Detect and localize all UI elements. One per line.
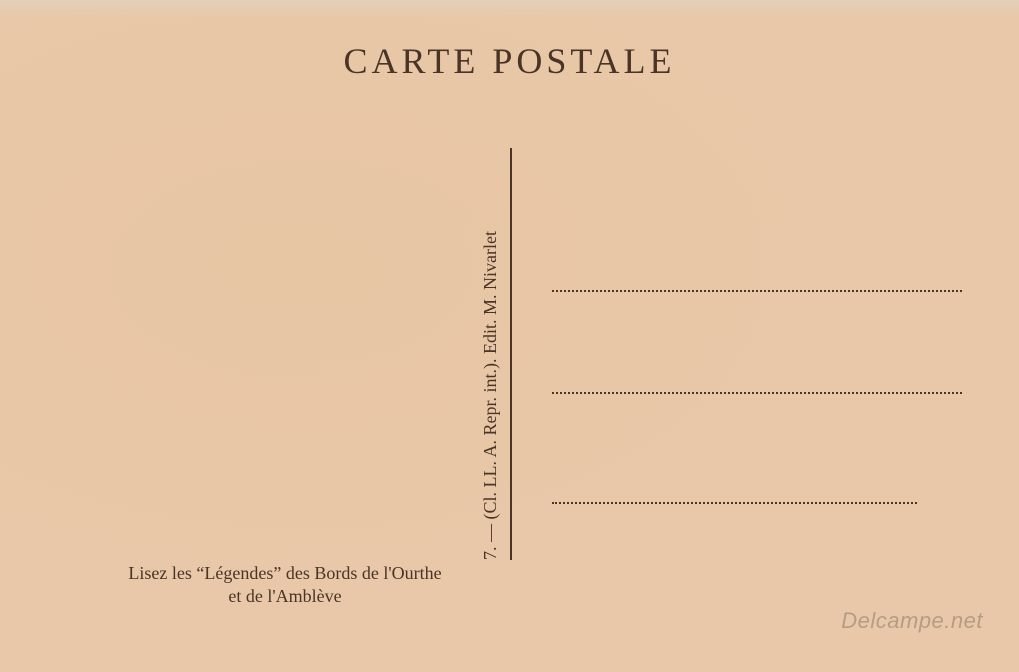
address-line-3 <box>552 502 917 504</box>
bottom-caption-line2: et de l'Amblève <box>228 586 341 606</box>
center-divider <box>510 148 512 560</box>
bottom-caption-line1: Lisez les “Légendes” des Bords de l'Ourt… <box>128 563 441 583</box>
address-line-2 <box>552 392 962 394</box>
postcard-title: CARTE POSTALE <box>0 40 1019 82</box>
bottom-caption: Lisez les “Légendes” des Bords de l'Ourt… <box>80 562 490 607</box>
top-edge-shadow <box>0 0 1019 18</box>
watermark: Delcampe.net <box>841 608 983 634</box>
address-line-1 <box>552 290 962 292</box>
publisher-caption: 7. — (Cl. LL. A. Repr. int.). Edit. M. N… <box>480 160 501 560</box>
